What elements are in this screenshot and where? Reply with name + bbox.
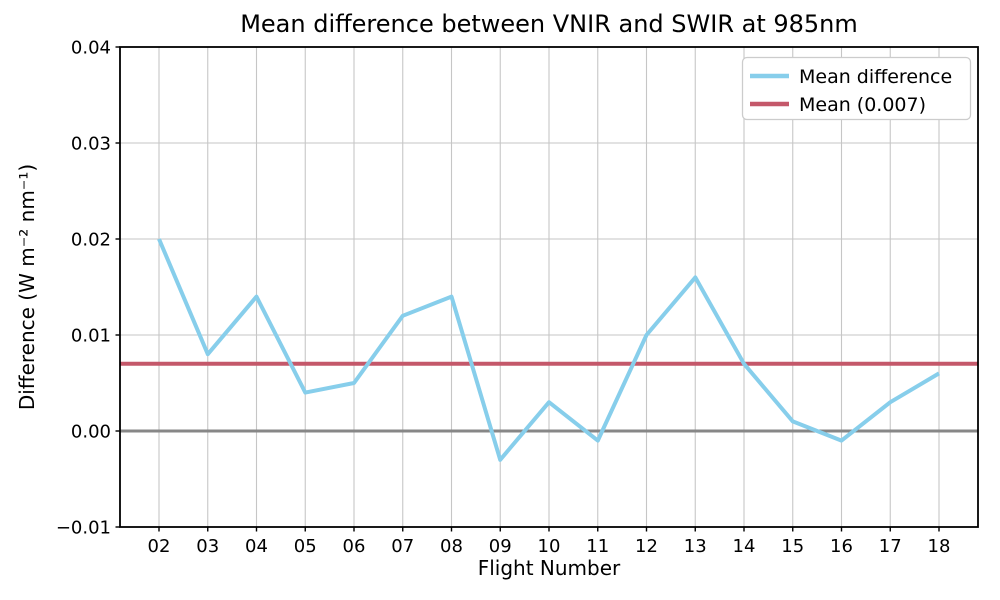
x-tick-label: 17 xyxy=(879,536,902,557)
axis-ticks: 02 03 04 05 06 07 08 09 10 11 12 13 14 15 16 17 18 −0.01 0… xyxy=(56,38,951,558)
x-tick-label: 06 xyxy=(343,536,366,557)
y-tick-label: 0.01 xyxy=(71,326,111,347)
x-tick-label: 18 xyxy=(928,536,951,557)
x-tick-label: 02 xyxy=(148,536,171,557)
x-tick-label: 03 xyxy=(196,536,219,557)
x-tick-label: 12 xyxy=(635,536,658,557)
y-axis-label: Difference (W m⁻² nm⁻¹) xyxy=(15,164,39,410)
y-tick-label: −0.01 xyxy=(56,518,111,539)
legend-box xyxy=(741,56,972,121)
legend: Mean difference Mean (0.007) xyxy=(741,56,972,121)
x-tick-label: 07 xyxy=(391,536,414,557)
y-tick-label: 0.02 xyxy=(71,230,111,251)
y-tick-label: 0.00 xyxy=(71,422,111,443)
mean-difference-line xyxy=(157,238,941,462)
x-tick-label: 13 xyxy=(684,536,707,557)
x-tick-label: 16 xyxy=(830,536,853,557)
x-tick-label: 04 xyxy=(245,536,268,557)
x-tick-label: 15 xyxy=(781,536,804,557)
x-tick-label: 14 xyxy=(733,536,756,557)
x-tick-label: 08 xyxy=(440,536,463,557)
chart-title: Mean difference between VNIR and SWIR at… xyxy=(240,10,858,38)
reference-lines xyxy=(120,361,978,433)
legend-label-mean-difference: Mean difference xyxy=(799,66,952,88)
x-axis-label: Flight Number xyxy=(478,556,621,580)
y-tick-label: 0.04 xyxy=(71,38,111,59)
legend-label-mean: Mean (0.007) xyxy=(799,94,926,116)
x-tick-label: 05 xyxy=(294,536,317,557)
x-tick-label: 09 xyxy=(489,536,512,557)
x-tick-label: 11 xyxy=(586,536,609,557)
x-tick-label: 10 xyxy=(538,536,561,557)
y-tick-label: 0.03 xyxy=(71,134,111,155)
